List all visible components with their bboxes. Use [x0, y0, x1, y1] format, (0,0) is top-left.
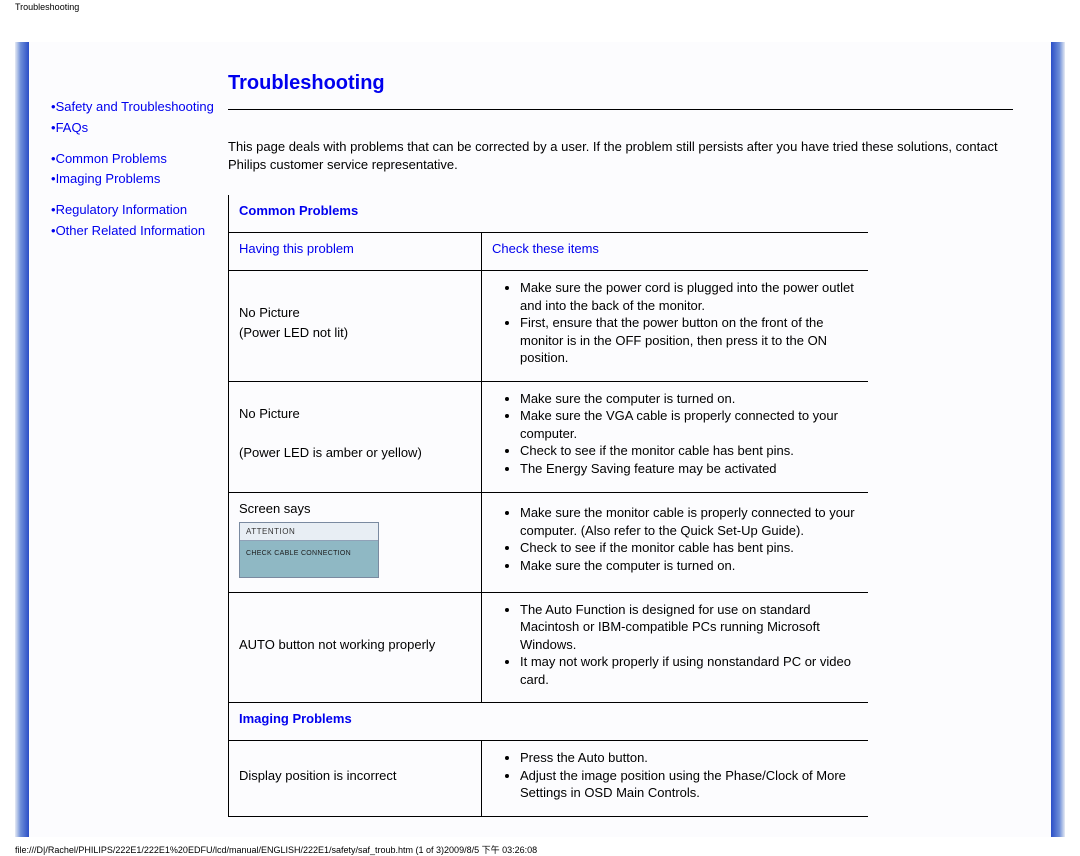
- check-item: Check to see if the monitor cable has be…: [520, 539, 858, 557]
- sidebar-item-safety[interactable]: •Safety and Troubleshooting: [51, 97, 218, 118]
- attention-body: CHECK CABLE CONNECTION: [240, 541, 378, 577]
- sidebar-item-common[interactable]: •Common Problems: [51, 149, 218, 170]
- section-row-imaging: Imaging Problems: [229, 703, 869, 741]
- problem-line1: Screen says: [239, 501, 311, 516]
- sidebar-link[interactable]: Common Problems: [56, 151, 167, 166]
- problem-line1: No Picture: [239, 406, 300, 421]
- problem-cell: Display position is incorrect: [229, 741, 482, 817]
- problem-line1: AUTO button not working properly: [239, 637, 435, 652]
- problem-line2: (Power LED is amber or yellow): [239, 445, 422, 460]
- check-list: Make sure the monitor cable is properly …: [492, 504, 858, 574]
- attention-box: ATTENTION CHECK CABLE CONNECTION: [239, 522, 379, 578]
- sidebar-link[interactable]: FAQs: [56, 120, 89, 135]
- check-item: Make sure the computer is turned on.: [520, 390, 858, 408]
- column-header-row: Having this problem Check these items: [229, 233, 869, 271]
- check-item: Make sure the VGA cable is properly conn…: [520, 407, 858, 442]
- problem-line1: No Picture: [239, 305, 300, 320]
- problem-cell: Screen says ATTENTION CHECK CABLE CONNEC…: [229, 492, 482, 592]
- sidebar-item-regulatory[interactable]: •Regulatory Information: [51, 200, 218, 221]
- page-wrap: •Safety and Troubleshooting •FAQs •Commo…: [0, 12, 1080, 837]
- check-item: Adjust the image position using the Phas…: [520, 767, 858, 802]
- check-list: Press the Auto button. Adjust the image …: [492, 749, 858, 802]
- check-cell: Press the Auto button. Adjust the image …: [482, 741, 869, 817]
- check-list: Make sure the computer is turned on. Mak…: [492, 390, 858, 478]
- check-cell: Make sure the monitor cable is properly …: [482, 492, 869, 592]
- check-item: The Auto Function is designed for use on…: [520, 601, 858, 654]
- check-cell: Make sure the computer is turned on. Mak…: [482, 381, 869, 492]
- problem-cell: No Picture (Power LED not lit): [229, 271, 482, 382]
- problem-cell: AUTO button not working properly: [229, 592, 482, 703]
- main-content: Troubleshooting This page deals with pro…: [228, 42, 1051, 837]
- page-title: Troubleshooting: [228, 72, 1013, 95]
- sidebar-item-imaging[interactable]: •Imaging Problems: [51, 169, 218, 190]
- check-cell: The Auto Function is designed for use on…: [482, 592, 869, 703]
- check-item: Press the Auto button.: [520, 749, 858, 767]
- problem-line1: Display position is incorrect: [239, 768, 397, 783]
- section-row-common: Common Problems: [229, 195, 869, 233]
- check-item: Make sure the power cord is plugged into…: [520, 279, 858, 314]
- sidebar: •Safety and Troubleshooting •FAQs •Commo…: [29, 42, 228, 837]
- table-row: AUTO button not working properly The Aut…: [229, 592, 869, 703]
- table-row: Display position is incorrect Press the …: [229, 741, 869, 817]
- table-row: No Picture (Power LED not lit) Make sure…: [229, 271, 869, 382]
- check-item: The Energy Saving feature may be activat…: [520, 460, 858, 478]
- sidebar-item-faqs[interactable]: •FAQs: [51, 118, 218, 139]
- section-header-common: Common Problems: [229, 195, 869, 233]
- check-item: First, ensure that the power button on t…: [520, 314, 858, 367]
- intro-text: This page deals with problems that can b…: [228, 138, 1013, 173]
- section-header-imaging: Imaging Problems: [229, 703, 869, 741]
- horizontal-rule: [228, 109, 1013, 110]
- troubleshoot-table: Common Problems Having this problem Chec…: [228, 195, 868, 817]
- tiny-header: Troubleshooting: [0, 0, 1080, 12]
- check-item: It may not work properly if using nonsta…: [520, 653, 858, 688]
- col-header-problem: Having this problem: [229, 233, 482, 271]
- gradient-right: [1051, 42, 1065, 837]
- footer-path: file:///D|/Rachel/PHILIPS/222E1/222E1%20…: [0, 837, 1080, 856]
- check-item: Make sure the computer is turned on.: [520, 557, 858, 575]
- attention-title: ATTENTION: [240, 523, 378, 541]
- check-list: Make sure the power cord is plugged into…: [492, 279, 858, 367]
- table-row: Screen says ATTENTION CHECK CABLE CONNEC…: [229, 492, 869, 592]
- col-header-check: Check these items: [482, 233, 869, 271]
- gradient-left: [15, 42, 29, 837]
- sidebar-link[interactable]: Regulatory Information: [56, 202, 188, 217]
- check-cell: Make sure the power cord is plugged into…: [482, 271, 869, 382]
- sidebar-link[interactable]: Imaging Problems: [56, 171, 161, 186]
- sidebar-link[interactable]: Safety and Troubleshooting: [56, 99, 214, 114]
- table-row: No Picture (Power LED is amber or yellow…: [229, 381, 869, 492]
- check-list: The Auto Function is designed for use on…: [492, 601, 858, 689]
- sidebar-item-other[interactable]: •Other Related Information: [51, 221, 218, 242]
- check-item: Check to see if the monitor cable has be…: [520, 442, 858, 460]
- inner-frame: •Safety and Troubleshooting •FAQs •Commo…: [29, 42, 1051, 837]
- problem-cell: No Picture (Power LED is amber or yellow…: [229, 381, 482, 492]
- sidebar-link[interactable]: Other Related Information: [56, 223, 206, 238]
- check-item: Make sure the monitor cable is properly …: [520, 504, 858, 539]
- problem-line2: (Power LED not lit): [239, 325, 348, 340]
